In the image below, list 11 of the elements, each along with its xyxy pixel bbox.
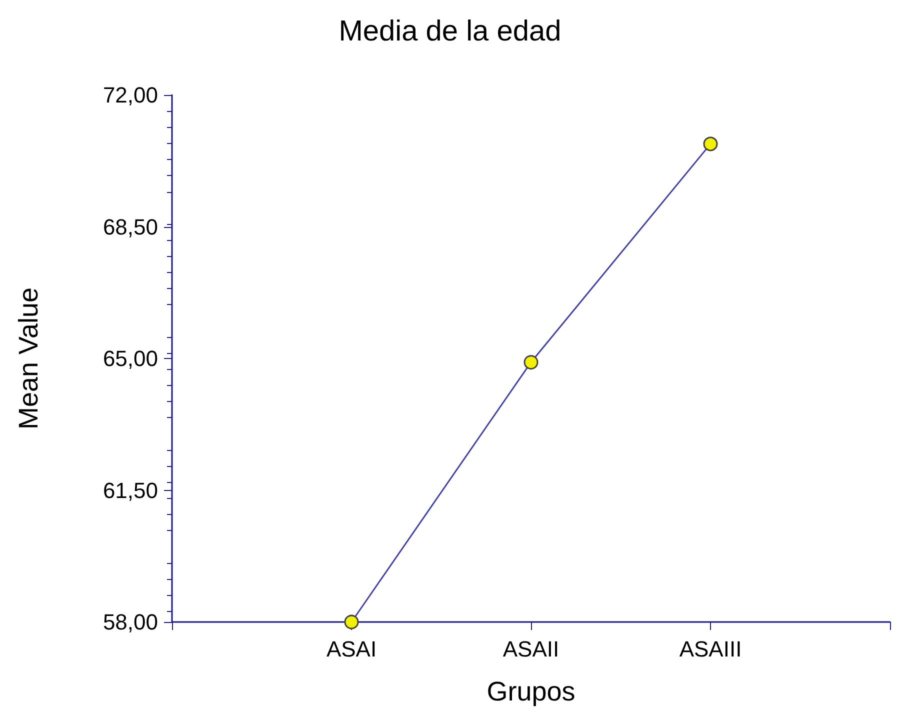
y-tick-label: 58,00 <box>102 610 158 634</box>
x-axis-title: Grupos <box>486 676 576 706</box>
y-axis-title: Mean Value <box>14 287 44 430</box>
y-tick-label: 72,00 <box>102 82 158 108</box>
y-tick-label: 68,50 <box>102 214 158 240</box>
x-tick-label: ASAIII <box>679 636 742 662</box>
y-tick-label: 61,50 <box>102 478 158 503</box>
chart-title: Media de la edad <box>338 16 562 48</box>
y-tick-label: 65,00 <box>102 346 158 371</box>
x-tick-label: ASAII <box>502 636 560 662</box>
x-tick-label: ASAI <box>326 636 377 662</box>
